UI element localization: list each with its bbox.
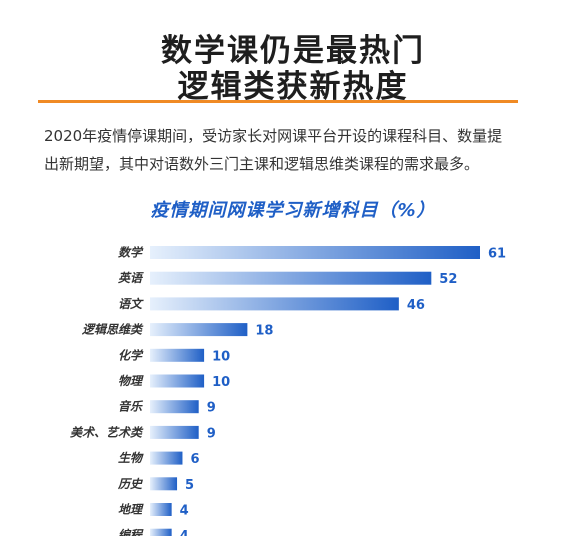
category-label: 地理 [118, 503, 144, 517]
category-label: 英语 [117, 271, 144, 285]
bar [150, 348, 205, 362]
category-label: 美术、艺术类 [70, 425, 144, 439]
bar [150, 528, 172, 536]
headline-line-1: 数学课仍是最热门 [161, 33, 425, 69]
value-label: 46 [407, 298, 425, 313]
bar [150, 400, 199, 414]
value-label: 9 [207, 401, 216, 416]
bar [150, 323, 248, 337]
bar [150, 451, 183, 465]
bar [150, 374, 205, 388]
bar [150, 503, 172, 516]
category-label: 逻辑思维类 [81, 323, 144, 337]
intro-paragraph: 2020年疫情停课期间，受访家长对网课平台开设的课程科目、数量提 出新期望，其中… [44, 122, 534, 178]
value-label: 10 [212, 349, 230, 364]
bar [150, 477, 178, 491]
chart-title: 疫情期间网课学习新增科目（%） [150, 200, 436, 221]
category-label: 编程 [118, 528, 144, 536]
value-label: 4 [180, 504, 189, 519]
value-label: 6 [190, 452, 199, 467]
category-label: 生物 [118, 451, 144, 465]
value-label: 9 [207, 426, 216, 441]
category-label: 物理 [118, 374, 144, 388]
bar [150, 271, 432, 285]
category-label: 语文 [118, 297, 144, 311]
bar [150, 297, 399, 311]
value-label: 10 [212, 375, 230, 390]
value-label: 18 [255, 324, 273, 339]
bar [150, 246, 480, 259]
value-label: 52 [439, 272, 457, 287]
category-label: 音乐 [118, 400, 144, 414]
value-label: 5 [185, 478, 194, 493]
value-label: 4 [180, 529, 189, 536]
divider [38, 100, 518, 103]
intro-line-1: 2020年疫情停课期间，受访家长对网课平台开设的课程科目、数量提 [44, 127, 503, 145]
value-label: 61 [488, 247, 506, 262]
bar [150, 425, 199, 439]
category-label: 历史 [117, 477, 143, 491]
category-label: 数学 [118, 246, 144, 260]
intro-line-2: 出新期望，其中对语数外三门主课和逻辑思维类课程的需求最多。 [44, 155, 480, 173]
category-label: 化学 [118, 348, 144, 362]
headline-line-2: 逻辑类获新热度 [177, 69, 409, 105]
bar-chart: 数学 61 英语 52 语文 46 逻辑思维类 18 化学 10 物理 10 音乐 9 美术、艺术类 9 生物 6… [70, 246, 506, 536]
